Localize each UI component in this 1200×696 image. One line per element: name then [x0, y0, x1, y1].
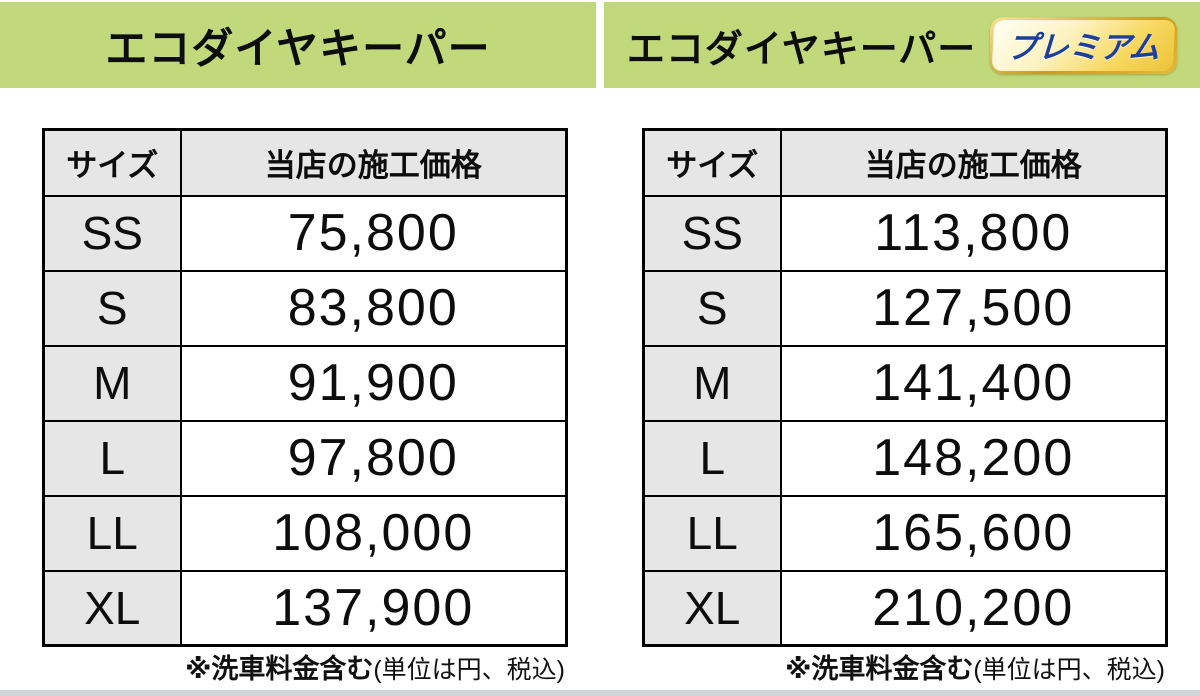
premium-price-table: サイズ 当店の施工価格 SS 113,800 S 127,500 M 141,4… [642, 128, 1168, 647]
table-row: LL 108,000 [42, 494, 568, 572]
size-cell: S [642, 269, 782, 347]
table-row: S 83,800 [42, 269, 568, 347]
image-bottom-edge [0, 690, 1200, 696]
price-cell: 127,500 [779, 269, 1168, 347]
standard-footnote: ※洗車料金含む(単位は円、税込) [185, 652, 565, 691]
price-column-header: 当店の施工価格 [179, 128, 568, 197]
size-cell: LL [642, 494, 782, 572]
size-cell: L [42, 419, 182, 497]
price-cell: 75,800 [179, 194, 568, 272]
price-column-header: 当店の施工価格 [779, 128, 1168, 197]
price-cell: 210,200 [779, 569, 1168, 647]
premium-title-band: エコダイヤキーパー プレミアム [604, 2, 1200, 88]
table-row: L 97,800 [42, 419, 568, 497]
standard-price-table: サイズ 当店の施工価格 SS 75,800 S 83,800 M 91,900 [42, 128, 568, 647]
premium-badge: プレミアム [990, 16, 1178, 74]
size-cell: L [642, 419, 782, 497]
size-cell: M [642, 344, 782, 422]
table-row: L 148,200 [642, 419, 1168, 497]
table-header-row: サイズ 当店の施工価格 [642, 128, 1168, 197]
standard-title: エコダイヤキーパー [105, 24, 491, 72]
price-cell: 97,800 [179, 419, 568, 497]
price-cell: 148,200 [779, 419, 1168, 497]
table-header-row: サイズ 当店の施工価格 [42, 128, 568, 197]
footnote-main: ※洗車料金含む [185, 654, 374, 684]
table-row: M 91,900 [42, 344, 568, 422]
size-cell: S [42, 269, 182, 347]
table-row: SS 75,800 [42, 194, 568, 272]
price-cell: 108,000 [179, 494, 568, 572]
footnote-paren: (単位は円、税込) [973, 656, 1165, 684]
price-cell: 165,600 [779, 494, 1168, 572]
size-cell: XL [642, 569, 782, 647]
table-row: M 141,400 [642, 344, 1168, 422]
size-cell: SS [42, 194, 182, 272]
size-cell: SS [642, 194, 782, 272]
premium-badge-label: プレミアム [991, 19, 1176, 71]
size-cell: M [42, 344, 182, 422]
price-cell: 113,800 [779, 194, 1168, 272]
table-row: XL 210,200 [642, 569, 1168, 647]
premium-footnote: ※洗車料金含む(単位は円、税込) [785, 652, 1165, 691]
price-cell: 83,800 [179, 269, 568, 347]
standard-title-band: エコダイヤキーパー [0, 2, 596, 88]
footnote-main: ※洗車料金含む [785, 654, 974, 684]
table-row: S 127,500 [642, 269, 1168, 347]
price-cell: 141,400 [779, 344, 1168, 422]
table-row: LL 165,600 [642, 494, 1168, 572]
size-column-header: サイズ [642, 128, 782, 197]
size-column-header: サイズ [42, 128, 182, 197]
panel-premium: エコダイヤキーパー プレミアム サイズ 当店の施工価格 SS 113,800 S [600, 0, 1200, 696]
price-cell: 137,900 [179, 569, 568, 647]
price-cell: 91,900 [179, 344, 568, 422]
table-row: SS 113,800 [642, 194, 1168, 272]
panel-standard: エコダイヤキーパー サイズ 当店の施工価格 SS 75,800 S 83,800 [0, 2, 596, 691]
table-row: XL 137,900 [42, 569, 568, 647]
size-cell: LL [42, 494, 182, 572]
size-cell: XL [42, 569, 182, 647]
footnote-paren: (単位は円、税込) [373, 656, 565, 684]
premium-title: エコダイヤキーパー [626, 28, 977, 71]
